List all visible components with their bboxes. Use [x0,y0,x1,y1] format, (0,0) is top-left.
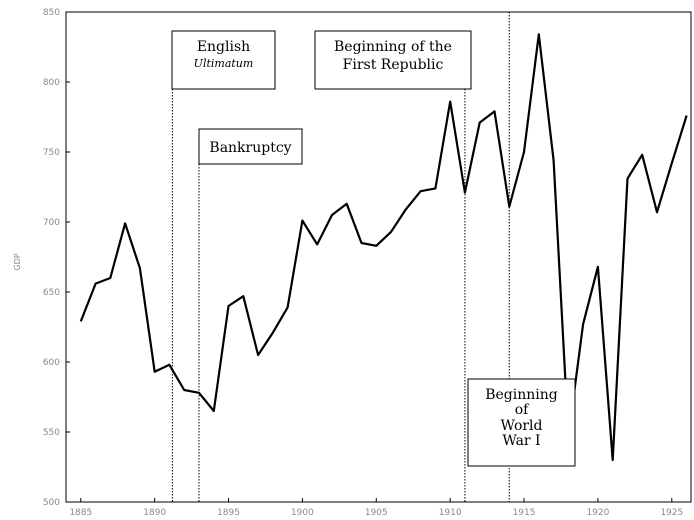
x-tick-label: 1890 [143,508,166,518]
x-tick-label: 1900 [291,508,314,518]
y-tick-label: 850 [43,8,60,18]
event-annotation-box [467,378,576,467]
y-axis-label: GDP [13,253,22,270]
x-tick-label: 1910 [439,508,462,518]
event-annotation-box [198,128,303,165]
x-tick-label: 1885 [69,508,92,518]
event-annotation-text: English [197,39,250,55]
axes: 500 550 600 650 700 750 800 850 1885 1890 1895 1900… [43,8,692,518]
x-tick-label: 1895 [217,508,240,518]
event-annotation-text: First Republic [343,57,444,73]
event-annotation-text: Beginning [485,387,558,403]
x-tick-label: 1905 [365,508,388,518]
gdp-series-line [79,33,688,462]
event-annotations: English Ultimatum Bankruptcy Beginning of t… [171,30,576,467]
event-annotation-box [314,30,472,90]
event-annotation-text: World [501,418,543,434]
event-annotation-text: War I [502,433,540,449]
event-annotation-text: Bankruptcy [209,140,291,156]
x-tick-label: 1925 [660,508,683,518]
event-annotation-text: Ultimatum [194,57,254,70]
event-annotation-text: Beginning of the [334,39,452,55]
y-tick-label: 800 [43,78,60,88]
y-tick-label: 600 [43,358,60,368]
x-tick-label: 1920 [586,508,609,518]
y-tick-label: 550 [43,428,60,438]
y-tick-label: 750 [43,148,60,158]
event-annotation-text: of [515,402,530,418]
x-tick-label: 1915 [513,508,536,518]
plot-frame [65,11,692,503]
y-tick-label: 700 [43,218,60,228]
y-tick-label: 500 [43,498,60,508]
event-annotation-box [171,30,276,90]
y-tick-label: 650 [43,288,60,298]
